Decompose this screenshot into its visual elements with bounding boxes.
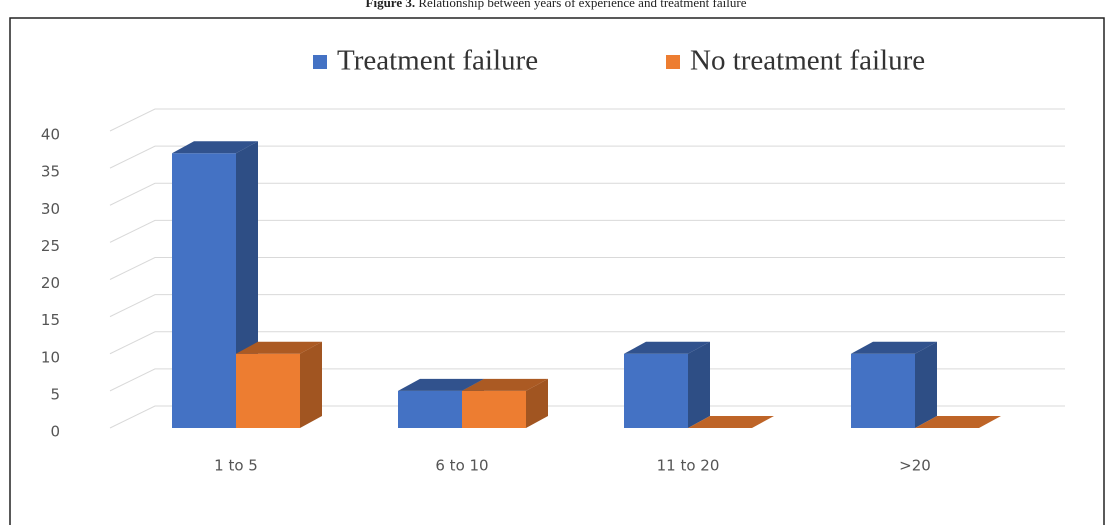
grid-line: [109, 405, 1065, 429]
y-tick-label: 5: [50, 385, 60, 403]
bar: [688, 416, 774, 428]
bar: [462, 378, 548, 428]
y-tick-label: 0: [50, 423, 60, 441]
x-tick-label: 11 to 20: [657, 457, 720, 475]
legend-swatch: [666, 55, 680, 69]
grid-line: [109, 368, 1065, 392]
bar: [851, 341, 937, 428]
grid-line: [109, 331, 1065, 355]
bar: [624, 341, 710, 428]
grid-line: [109, 108, 1065, 132]
x-tick-label: >20: [899, 457, 931, 475]
y-tick-label: 30: [41, 200, 60, 218]
bar-front: [624, 353, 688, 428]
legend-label: Treatment failure: [337, 45, 538, 77]
bar-top: [915, 416, 1001, 428]
grid-line: [109, 294, 1065, 318]
x-tick-label: 6 to 10: [435, 457, 488, 475]
bar-top: [236, 341, 322, 354]
bar-top: [851, 341, 937, 354]
grid-line: [109, 145, 1065, 169]
x-tick-label: 1 to 5: [214, 457, 258, 475]
bar-side: [688, 341, 710, 428]
bar: [236, 341, 322, 428]
y-tick-label: 15: [41, 311, 60, 329]
figure-label: Figure 3.: [366, 0, 416, 10]
bar-front: [172, 153, 236, 428]
bar-top: [398, 378, 484, 391]
bar-top: [462, 378, 548, 391]
bar-front: [851, 353, 915, 428]
bar-top: [172, 141, 258, 154]
legend-label: No treatment failure: [690, 45, 925, 77]
title-text: Relationship between years of experience…: [418, 0, 746, 10]
bar-front: [398, 390, 462, 428]
bar-top: [624, 341, 710, 354]
y-tick-label: 35: [41, 163, 60, 181]
bar-side: [915, 341, 937, 428]
bar-side: [526, 378, 548, 428]
y-tick-label: 40: [41, 126, 60, 144]
y-tick-label: 10: [41, 348, 60, 366]
chart-title: Figure 3. Relationship between years of …: [366, 0, 747, 10]
bar-top: [688, 416, 774, 428]
grid-line: [109, 257, 1065, 280]
bar: [915, 416, 1001, 428]
y-tick-label: 25: [41, 237, 60, 255]
grid-line: [109, 182, 1065, 206]
y-tick-label: 20: [41, 274, 60, 292]
grid-line: [109, 219, 1065, 243]
legend-swatch: [313, 55, 327, 69]
bar-front: [236, 353, 300, 428]
bar-front: [462, 390, 526, 428]
bar-side: [300, 341, 322, 428]
